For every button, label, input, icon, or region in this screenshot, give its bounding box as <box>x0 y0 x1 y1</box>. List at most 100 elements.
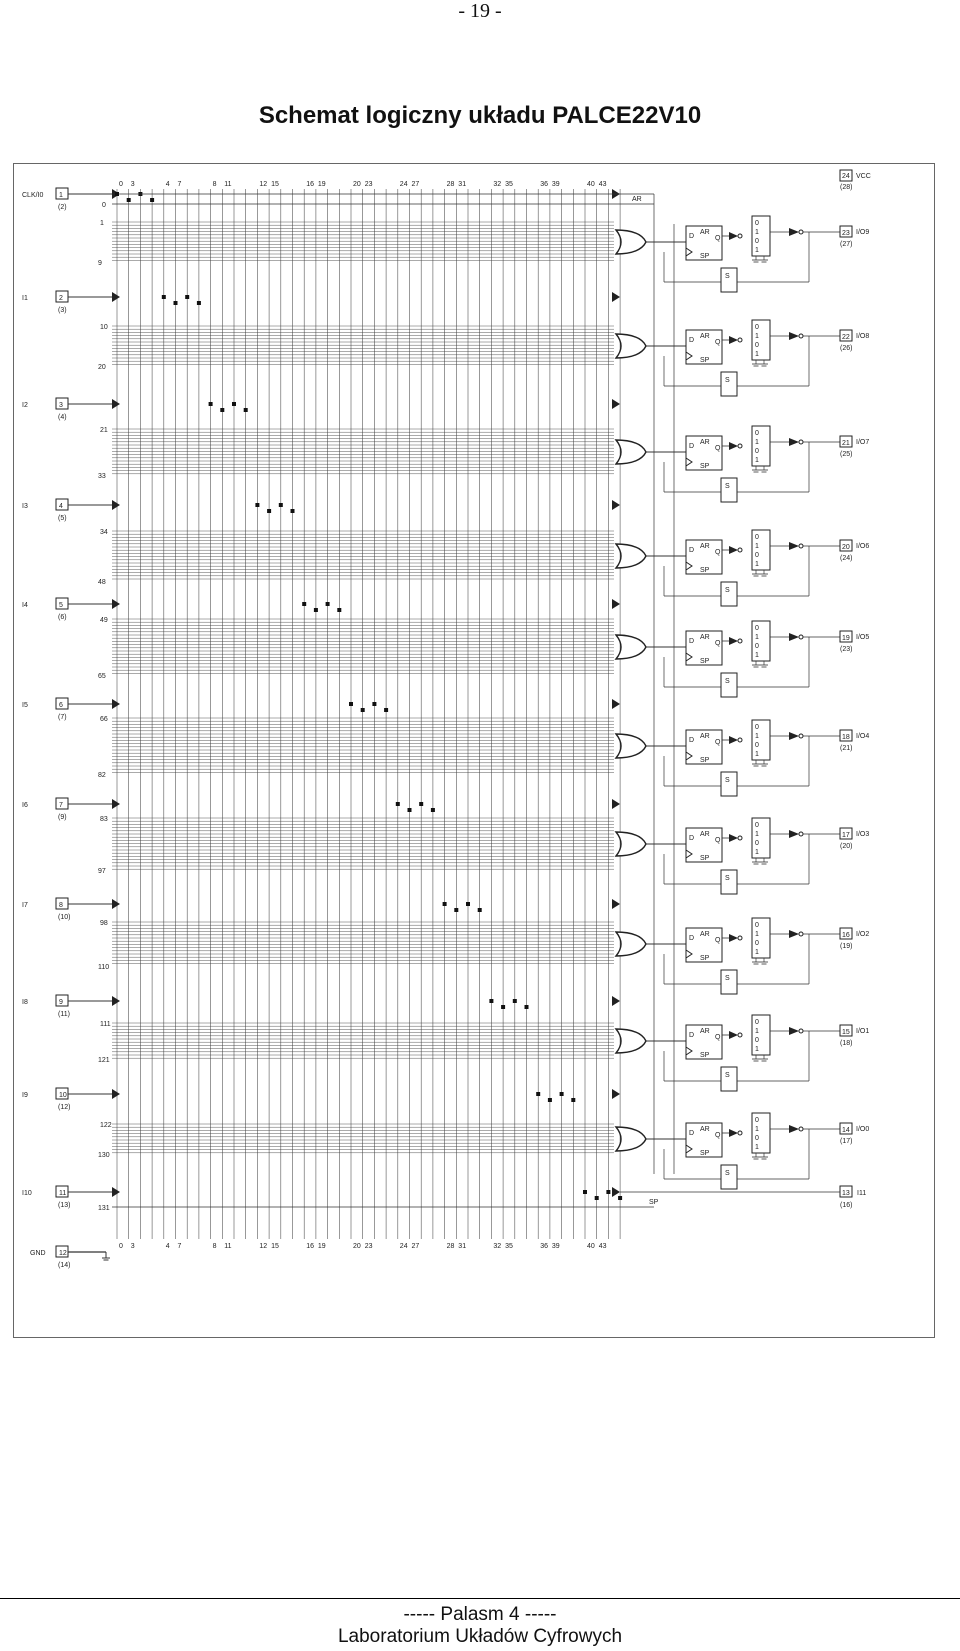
connection-dot <box>150 198 155 202</box>
mux-input-label: 0 <box>755 940 759 947</box>
output-bubble <box>798 1126 804 1132</box>
input-buffer <box>112 996 120 1006</box>
column-label-bottom: 27 <box>412 1243 420 1250</box>
vcc-pin-number: 24 <box>842 173 850 180</box>
column-label-top: 4 <box>166 181 170 188</box>
output-bubble <box>798 1028 804 1034</box>
connection-dot <box>267 509 272 513</box>
output-pin-alt: (24) <box>840 555 852 562</box>
d-flip-flop <box>685 539 723 575</box>
inverter-buffer <box>729 637 738 645</box>
ff-sp-label: SP <box>700 253 710 260</box>
feedback-buffer <box>612 599 620 609</box>
column-label-top: 8 <box>213 181 217 188</box>
connection-dot <box>255 503 260 507</box>
column-label-top: 39 <box>552 181 560 188</box>
input-pin-number: 10 <box>59 1092 67 1099</box>
column-label-bottom: 0 <box>119 1243 123 1250</box>
mux-input-label: 0 <box>755 1019 759 1026</box>
inverter-bubble <box>737 547 743 553</box>
product-row-label: 98 <box>100 920 108 927</box>
ff-q-label: Q <box>715 235 721 242</box>
mux-input-label: 0 <box>755 1117 759 1124</box>
mux-input-label: 0 <box>755 742 759 749</box>
column-label-top: 12 <box>259 181 267 188</box>
connection-dot <box>524 1005 529 1009</box>
output-pin-box <box>839 329 853 342</box>
mux-input-label: 0 <box>755 448 759 455</box>
gnd-pin-name: GND <box>30 1250 46 1257</box>
output-pin-name: I/O8 <box>856 333 869 340</box>
input-pin-number: 6 <box>59 702 63 709</box>
input-pin-box <box>55 897 69 910</box>
output-buffer <box>789 732 799 740</box>
connection-dot <box>384 708 389 712</box>
clock-triangle <box>685 247 693 257</box>
feedback-buffer <box>612 500 620 510</box>
input-pin-number: 5 <box>59 602 63 609</box>
or-gate <box>614 831 647 857</box>
select-label: S <box>725 483 730 490</box>
clock-triangle <box>685 1046 693 1056</box>
d-flip-flop <box>685 827 723 863</box>
input-pin-box <box>55 1087 69 1100</box>
column-label-bottom: 28 <box>447 1243 455 1250</box>
product-row-label: 48 <box>98 579 106 586</box>
ff-q-label: Q <box>715 339 721 346</box>
output-bubble <box>798 634 804 640</box>
select-label: S <box>725 975 730 982</box>
input-buffer <box>112 1089 120 1099</box>
mux-input-label: 1 <box>755 931 759 938</box>
footer-divider <box>0 1598 960 1599</box>
mux-input-label: 0 <box>755 840 759 847</box>
output-pin-box <box>839 827 853 840</box>
output-bubble <box>798 543 804 549</box>
input-buffer <box>112 399 120 409</box>
ff-d-label: D <box>689 737 694 744</box>
inverter-buffer <box>729 232 738 240</box>
input-pin-alt: (3) <box>58 307 67 314</box>
input-pin-box <box>55 187 69 200</box>
ff-d-label: D <box>689 547 694 554</box>
column-label-bottom: 20 <box>353 1243 361 1250</box>
select-label: S <box>725 875 730 882</box>
input-pin-name: I3 <box>22 503 28 510</box>
ff-sp-label: SP <box>700 357 710 364</box>
column-label-bottom: 31 <box>458 1243 466 1250</box>
output-pin-name: I/O0 <box>856 1126 869 1133</box>
or-gate <box>614 1126 647 1152</box>
input-pin-alt: (2) <box>58 204 67 211</box>
column-label-top: 43 <box>599 181 607 188</box>
connection-dot <box>115 192 119 196</box>
feedback-select <box>720 371 738 397</box>
input-pin-name: I4 <box>22 602 28 609</box>
connection-dot <box>559 1092 564 1096</box>
feedback-buffer <box>612 996 620 1006</box>
extra-input-pin-number: 13 <box>842 1190 850 1197</box>
output-pin-box <box>839 729 853 742</box>
vcc-pin-name: VCC <box>856 173 871 180</box>
mux-input-label: 1 <box>755 733 759 740</box>
vcc-pin-box <box>839 169 853 182</box>
mux-input-label: 0 <box>755 922 759 929</box>
connection-dot <box>489 999 494 1003</box>
connection-dot <box>571 1098 576 1102</box>
select-label: S <box>725 377 730 384</box>
output-mux <box>751 529 771 571</box>
ff-q-label: Q <box>715 549 721 556</box>
product-row-label: 20 <box>98 364 106 371</box>
column-label-bottom: 4 <box>166 1243 170 1250</box>
mux-input-label: 0 <box>755 552 759 559</box>
output-pin-alt: (23) <box>840 646 852 653</box>
mux-input-label: 1 <box>755 543 759 550</box>
output-bubble <box>798 333 804 339</box>
inverter-bubble <box>737 443 743 449</box>
product-row-label: 1 <box>100 220 104 227</box>
inverter-bubble <box>737 737 743 743</box>
input-pin-box <box>55 597 69 610</box>
mux-input-label: 1 <box>755 1126 759 1133</box>
input-buffer <box>112 500 120 510</box>
mux-input-label: 0 <box>755 324 759 331</box>
connection-dot <box>196 301 201 305</box>
connection-dot <box>173 301 178 305</box>
